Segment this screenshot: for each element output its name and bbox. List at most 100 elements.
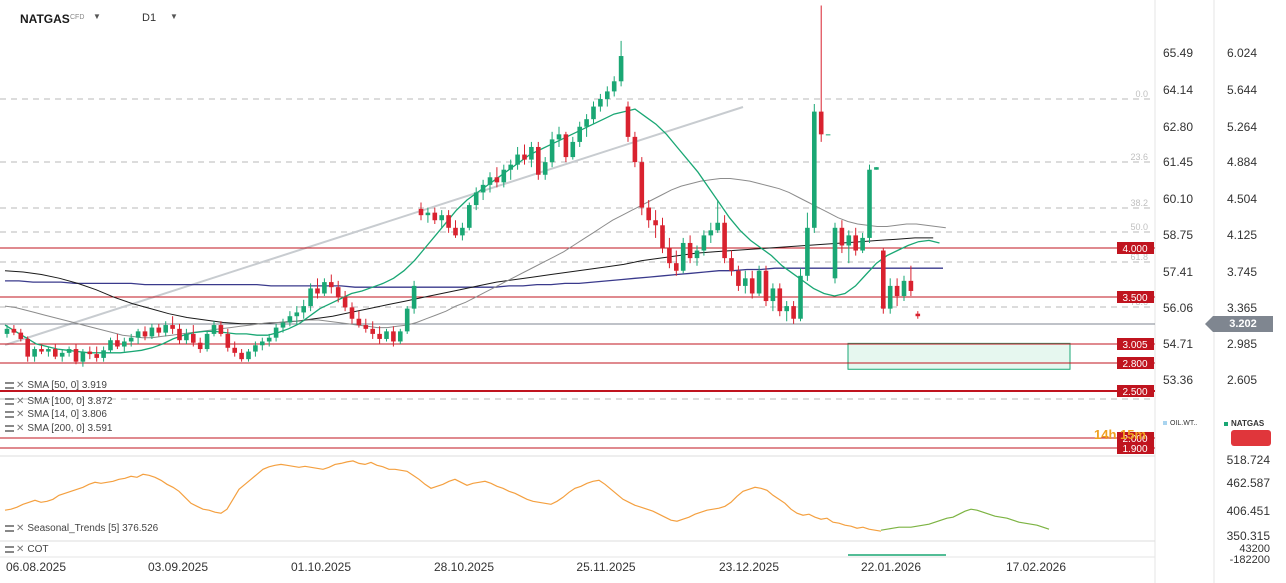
candle-body xyxy=(756,270,762,294)
price-axis-label: 3.745 xyxy=(1227,265,1257,279)
candle-body xyxy=(556,134,562,140)
current-price-badge: 3.202 xyxy=(1205,316,1273,332)
candle-body xyxy=(687,242,693,259)
sma50-line xyxy=(4,178,946,339)
price-axis-label: 64.14 xyxy=(1163,83,1193,97)
candle-body xyxy=(273,327,279,338)
candle-body xyxy=(432,212,438,221)
compare-legend-oil[interactable]: OIL.WT.. xyxy=(1163,420,1197,427)
support-zone-rect xyxy=(847,342,1071,370)
candle-body xyxy=(467,205,472,228)
candle-body xyxy=(542,162,548,175)
level-badge xyxy=(1117,242,1154,254)
settings-icon[interactable] xyxy=(5,381,14,389)
candle-body xyxy=(446,215,451,228)
close-icon[interactable]: ✕ xyxy=(16,423,25,434)
indicator-label: SMA [200, 0] xyxy=(27,423,85,434)
settings-icon[interactable] xyxy=(5,397,14,405)
close-icon[interactable]: ✕ xyxy=(16,380,25,391)
price-axis-label: 2.985 xyxy=(1227,337,1257,351)
candle-body xyxy=(736,270,741,286)
candle-body xyxy=(867,169,872,238)
candle-body xyxy=(901,280,907,297)
time-axis-label: 23.12.2025 xyxy=(719,560,779,574)
settings-icon[interactable] xyxy=(5,524,14,532)
price-axis-label: 5.264 xyxy=(1227,120,1257,134)
indicator-value: 3.872 xyxy=(87,396,113,407)
price-axis-label: 6.024 xyxy=(1227,46,1257,60)
candle-body xyxy=(805,227,810,276)
candle-body xyxy=(832,227,838,279)
indicator-sma100[interactable]: ✕ SMA [100, 0] 3.872 xyxy=(5,396,112,409)
candle-body xyxy=(784,306,789,312)
candle-body xyxy=(232,347,237,353)
fib-label: 38.2 xyxy=(1130,198,1148,208)
settings-icon[interactable] xyxy=(5,410,14,418)
candle-body xyxy=(329,282,334,288)
settings-icon[interactable] xyxy=(5,545,14,553)
candle-body xyxy=(211,325,217,334)
indicator-label: Seasonal_Trends [5] xyxy=(27,523,120,534)
candle-body xyxy=(729,258,734,271)
compare-legend-natgas[interactable]: NATGAS xyxy=(1224,419,1264,428)
chevron-down-icon[interactable]: ▼ xyxy=(93,12,101,21)
price-axis-label: 4.884 xyxy=(1227,155,1257,169)
candle-body xyxy=(577,126,582,142)
timeframe-selector[interactable]: D1 xyxy=(142,12,157,24)
close-icon[interactable]: ✕ xyxy=(16,544,25,555)
candle-body xyxy=(128,337,134,342)
indicator-seasonal[interactable]: ✕ Seasonal_Trends [5] 376.526 xyxy=(5,523,158,536)
close-icon[interactable]: ✕ xyxy=(16,523,25,534)
price-axis-label: 4.504 xyxy=(1227,192,1257,206)
candle-body xyxy=(887,285,893,309)
indicator-sma14[interactable]: ✕ SMA [14, 0] 3.806 xyxy=(5,409,107,422)
sell-button[interactable] xyxy=(1231,430,1271,446)
indicator-label: SMA [50, 0] xyxy=(27,380,80,391)
candle-body xyxy=(480,184,486,193)
candle-body xyxy=(791,306,796,319)
indicator-label: SMA [14, 0] xyxy=(27,409,80,420)
settings-icon[interactable] xyxy=(5,424,14,432)
candle-body xyxy=(570,141,576,158)
candle-body xyxy=(25,338,30,357)
level-label: 4.000 xyxy=(1122,244,1147,255)
candle-body xyxy=(73,349,79,362)
candle-body xyxy=(39,349,44,352)
candle-body xyxy=(812,111,817,228)
trendline xyxy=(4,106,744,346)
candle-body xyxy=(349,307,355,319)
sma200-line xyxy=(4,237,934,325)
moving-averages xyxy=(4,108,946,354)
legend-label: NATGAS xyxy=(1231,419,1265,428)
candle-body xyxy=(611,81,617,92)
candle-body xyxy=(501,169,507,183)
candle-body xyxy=(473,192,479,206)
time-axis-label: 28.10.2025 xyxy=(434,560,494,574)
close-icon[interactable]: ✕ xyxy=(16,396,25,407)
indicator-sma200[interactable]: ✕ SMA [200, 0] 3.591 xyxy=(5,423,112,436)
price-axis-label: 65.49 xyxy=(1163,46,1193,60)
legend-label: OIL.WT.. xyxy=(1170,420,1198,427)
candle-body xyxy=(908,280,914,291)
candle-body xyxy=(536,146,541,175)
indicator-label: COT xyxy=(27,544,49,555)
price-axis: 65.49 64.14 62.80 61.45 60.10 58.75 57.41 56.06… xyxy=(1163,46,1257,387)
time-axis-label: 25.11.2025 xyxy=(576,560,635,574)
price-axis-label: 4.125 xyxy=(1227,228,1257,242)
indicator-sma50[interactable]: ✕ SMA [50, 0] 3.919 xyxy=(5,380,107,393)
chevron-down-icon[interactable]: ▼ xyxy=(170,12,178,21)
candle-body xyxy=(80,351,86,362)
time-axis-label: 06.08.2025 xyxy=(6,560,66,574)
candle-body xyxy=(646,207,651,221)
price-axis-label: 5.644 xyxy=(1227,83,1257,97)
candle-body xyxy=(142,331,148,337)
fib-label: 0.0 xyxy=(1135,89,1148,99)
candle-body xyxy=(398,331,403,342)
candle-body xyxy=(239,352,244,360)
candle-body xyxy=(308,288,313,307)
close-icon[interactable]: ✕ xyxy=(16,409,25,420)
indicator-cot[interactable]: ✕ COT xyxy=(5,544,49,557)
symbol-label[interactable]: NATGAS xyxy=(20,12,70,26)
